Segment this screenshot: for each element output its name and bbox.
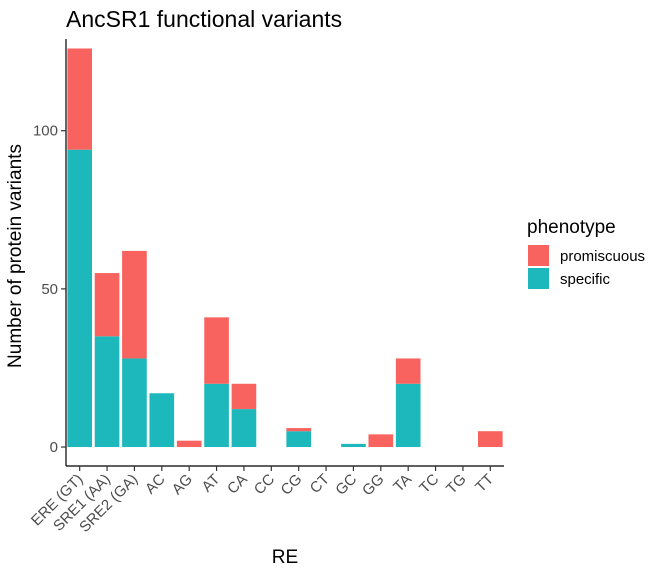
x-tick-label: GG	[359, 471, 388, 500]
bar-specific-0	[67, 149, 93, 448]
bar-specific-12	[395, 383, 421, 448]
bar-specific-2	[122, 358, 147, 448]
x-tick-label: CG	[278, 471, 306, 499]
bar-promiscuous-11	[368, 434, 394, 448]
x-tick-label: TG	[443, 471, 470, 498]
x-tick-label: GC	[332, 471, 360, 499]
bar-specific-5	[204, 383, 229, 448]
bar-promiscuous-4	[176, 440, 202, 448]
legend-label-specific: specific	[560, 271, 611, 288]
bar-promiscuous-12	[395, 358, 421, 384]
x-tick-label: CC	[251, 471, 278, 498]
bar-promiscuous-0	[67, 48, 93, 150]
bar-specific-10	[341, 443, 366, 448]
x-tick-label: AG	[169, 471, 196, 498]
bar-promiscuous-5	[204, 317, 229, 384]
bar-promiscuous-15	[477, 431, 503, 448]
x-tick-label: AC	[142, 471, 169, 498]
legend-title: phenotype	[527, 217, 616, 238]
legend: phenotype promiscuous specific	[527, 217, 645, 289]
bar-promiscuous-2	[122, 250, 147, 359]
x-tick-label: TA	[390, 471, 415, 496]
bar-specific-8	[286, 431, 312, 448]
legend-key-promiscuous	[528, 245, 549, 266]
x-axis-ticks: ERE (GT)SRE1 (AA)SRE2 (GA) AC AG AT CA CC CG CT…	[28, 466, 497, 536]
y-tick-label: 100	[33, 123, 58, 140]
bar-specific-6	[231, 409, 257, 448]
bars-layer	[67, 48, 503, 448]
x-axis-title: RE	[272, 547, 298, 568]
x-tick-label: AT	[199, 471, 224, 496]
x-tick-label: CA	[224, 471, 251, 498]
y-axis-ticks: 0 50 100	[33, 123, 66, 456]
x-tick-label: TT	[472, 471, 497, 496]
bar-promiscuous-8	[286, 428, 312, 432]
bar-specific-3	[149, 393, 175, 448]
bar-promiscuous-1	[94, 273, 120, 337]
legend-label-promiscuous: promiscuous	[560, 248, 645, 265]
x-tick-label: TC	[416, 471, 442, 497]
y-tick-label: 50	[41, 281, 58, 298]
y-axis-title: Number of protein variants	[5, 144, 26, 368]
bar-promiscuous-6	[231, 383, 257, 410]
legend-key-specific	[528, 268, 549, 289]
chart-title: AncSR1 functional variants	[66, 6, 342, 32]
bar-specific-1	[94, 336, 120, 448]
x-tick-label: CT	[307, 471, 333, 497]
y-tick-label: 0	[50, 439, 58, 456]
